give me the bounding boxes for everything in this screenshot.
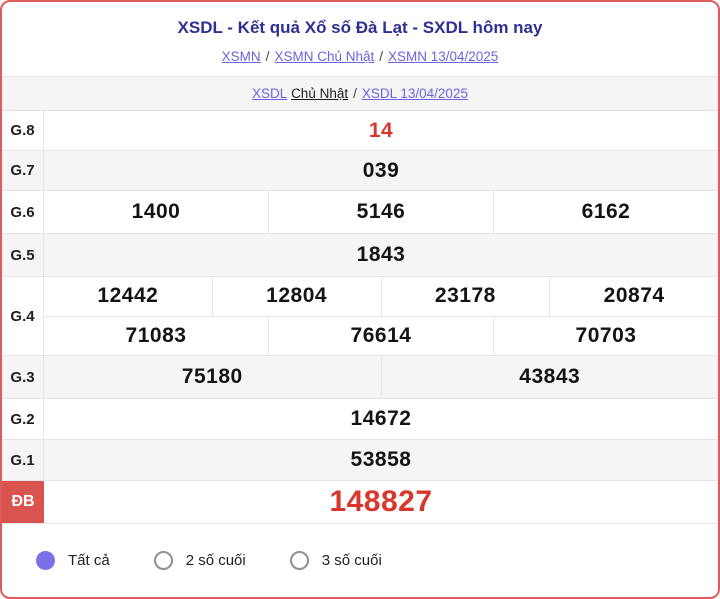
- prize-value: 76614: [268, 316, 493, 355]
- radio-selected-icon[interactable]: [36, 551, 55, 570]
- prize-row-g7: G.7 039: [2, 151, 718, 191]
- prize-label: G.6: [2, 191, 44, 233]
- prize-label: G.8: [2, 111, 44, 150]
- prize-label: G.1: [2, 440, 44, 480]
- prize-row-g2: G.2 14672: [2, 399, 718, 440]
- filter-option-last3[interactable]: 3 số cuối: [289, 551, 382, 570]
- prize-value: 5146: [268, 191, 493, 233]
- prize-value: 1843: [356, 243, 406, 266]
- filter-option-label: 2 số cuối: [185, 552, 246, 569]
- sub-breadcrumb: XSDL Chủ Nhật / XSDL 13/04/2025: [2, 76, 718, 110]
- prize-row-g6: G.6 1400 5146 6162: [2, 191, 718, 234]
- prize-row-db: ĐB 148827: [2, 481, 718, 524]
- radio-unselected-icon[interactable]: [153, 551, 173, 570]
- prize-value: 71083: [125, 323, 187, 347]
- sub-breadcrumb-link-xsdl[interactable]: XSDL: [252, 86, 288, 101]
- prize-label: G.2: [2, 399, 44, 439]
- prize-value: 1400: [131, 200, 181, 223]
- prize-row-g8: G.8 14: [2, 111, 718, 151]
- prize-value: 43843: [380, 356, 719, 398]
- prize-value: 53858: [350, 448, 412, 471]
- breadcrumb: XSMN / XSMN Chủ Nhật / XSMN 13/04/2025: [2, 48, 718, 66]
- header: XSDL - Kết quả Xổ số Đà Lạt - SXDL hôm n…: [2, 2, 718, 66]
- prize-row-g4: G.4 12442 12804 23178 20874 71083 76614 …: [2, 277, 718, 356]
- page-title: XSDL - Kết quả Xổ số Đà Lạt - SXDL hôm n…: [177, 18, 543, 37]
- filter-bar: Tất cả 2 số cuối 3 số cuối: [2, 524, 718, 597]
- prize-value: 70703: [493, 316, 718, 355]
- filter-option-last2[interactable]: 2 số cuối: [153, 551, 246, 570]
- prize-label: G.3: [2, 356, 44, 398]
- prize-label: G.7: [2, 151, 44, 190]
- filter-option-all[interactable]: Tất cả: [36, 551, 110, 570]
- prize-value: 75180: [181, 365, 243, 388]
- sub-breadcrumb-separator: /: [353, 86, 357, 101]
- prize-value: 039: [362, 158, 400, 182]
- prize-value: 20874: [549, 277, 718, 316]
- prize-label: G.4: [2, 277, 44, 355]
- prize-value: 23178: [380, 277, 550, 316]
- prize-value: 12804: [211, 277, 381, 316]
- filter-option-label: Tất cả: [68, 552, 110, 569]
- prize-label-special: ĐB: [2, 481, 44, 523]
- prize-value: 14: [368, 118, 394, 142]
- prize-value: 6162: [493, 191, 718, 233]
- prize-value: 12442: [97, 284, 159, 308]
- prize-row-g5: G.5 1843: [2, 234, 718, 277]
- breadcrumb-link-xsmn-date[interactable]: XSMN 13/04/2025: [388, 49, 499, 64]
- prize-value-special: 148827: [329, 485, 433, 518]
- sub-breadcrumb-link-xsdl-date[interactable]: XSDL 13/04/2025: [361, 86, 468, 101]
- filter-option-label: 3 số cuối: [321, 552, 382, 569]
- prize-table: G.8 14 G.7 039 G.6 1400 5146 6162 G.5 18…: [2, 110, 718, 524]
- breadcrumb-link-xsmn-chu-nhat[interactable]: XSMN Chủ Nhật: [274, 49, 375, 64]
- prize-label: G.5: [2, 234, 44, 276]
- breadcrumb-link-xsmn[interactable]: XSMN: [221, 49, 261, 64]
- breadcrumb-separator: /: [265, 49, 270, 64]
- prize-row-g3: G.3 75180 43843: [2, 356, 718, 399]
- prize-row-g1: G.1 53858: [2, 440, 718, 481]
- sub-breadcrumb-text: Chủ Nhật: [291, 86, 349, 101]
- prize-value: 14672: [350, 407, 412, 430]
- radio-unselected-icon[interactable]: [289, 551, 309, 570]
- breadcrumb-separator: /: [379, 49, 383, 64]
